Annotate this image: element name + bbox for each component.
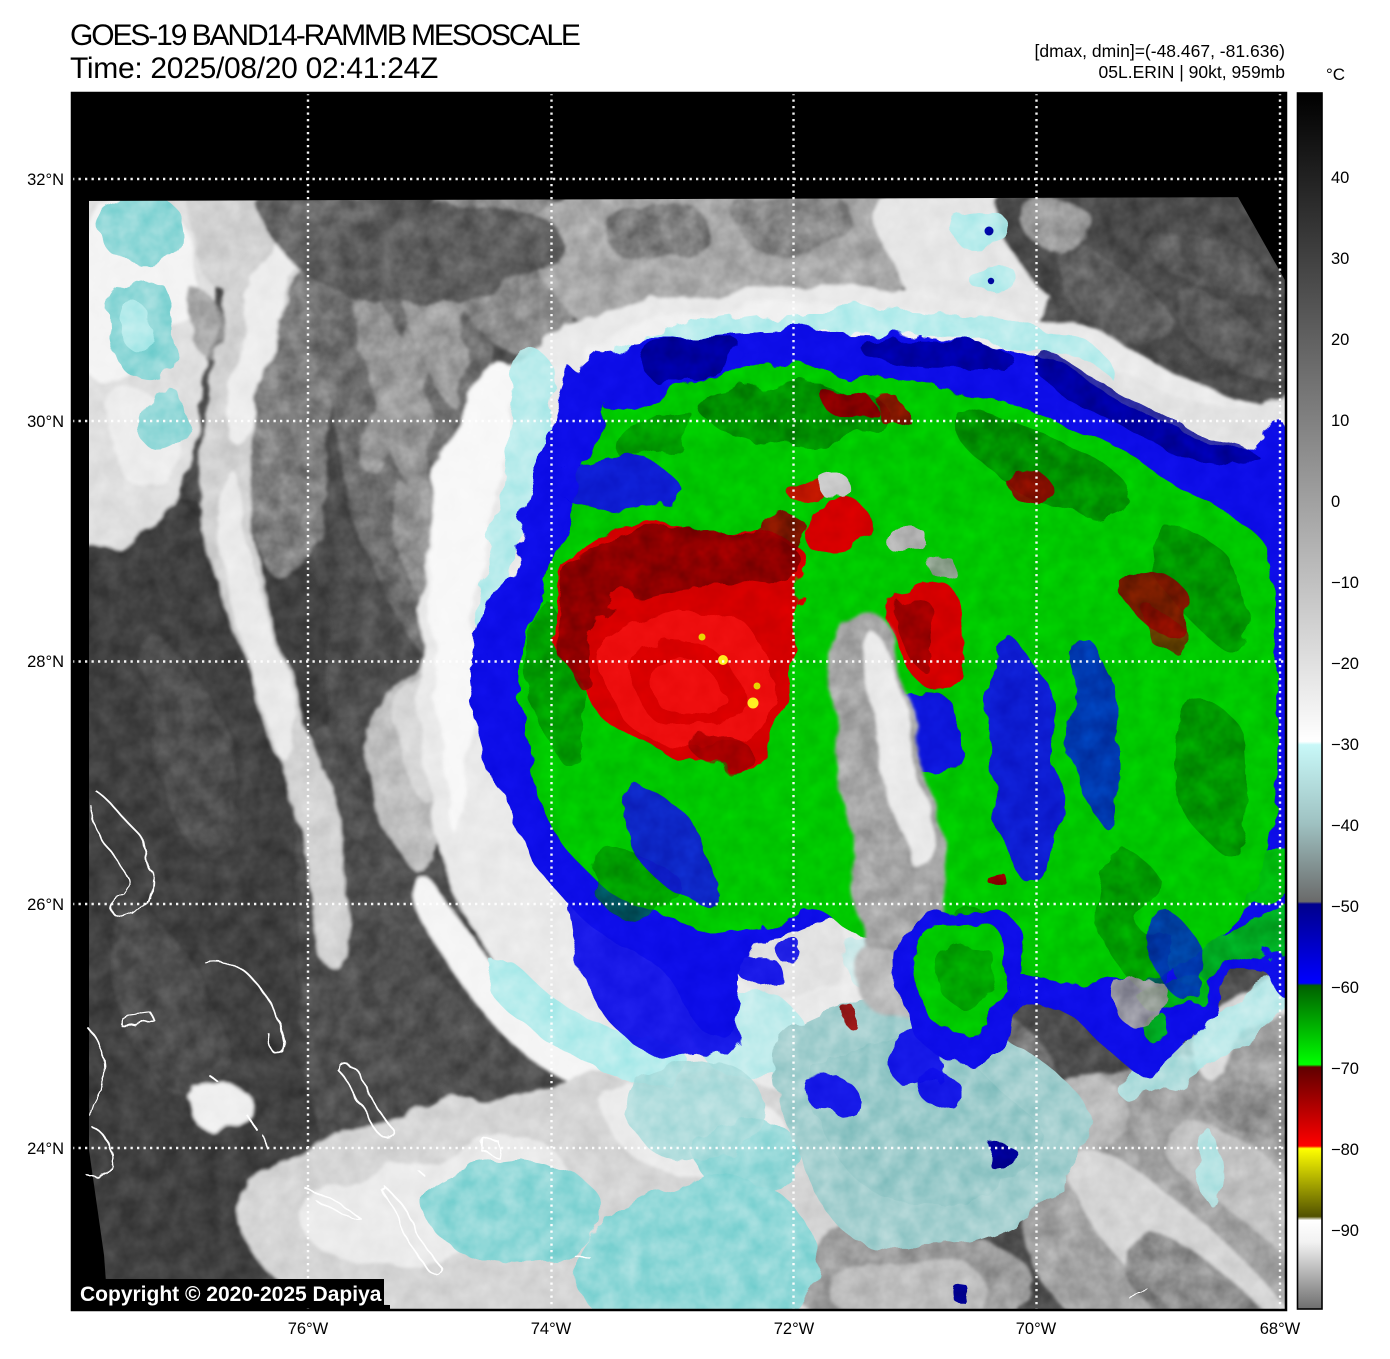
- svg-text:−80: −80: [1331, 1141, 1359, 1159]
- svg-text:70°W: 70°W: [1016, 1320, 1057, 1338]
- svg-text:[dmax, dmin]=(-48.467, -81.636: [dmax, dmin]=(-48.467, -81.636): [1035, 41, 1285, 61]
- svg-text:°C: °C: [1326, 65, 1345, 84]
- svg-text:74°W: 74°W: [531, 1320, 572, 1338]
- svg-text:GOES-19 BAND14-RAMMB MESOSCALE: GOES-19 BAND14-RAMMB MESOSCALE: [70, 19, 580, 52]
- svg-text:30°N: 30°N: [27, 413, 64, 431]
- svg-text:−50: −50: [1331, 898, 1359, 916]
- svg-text:30: 30: [1331, 250, 1349, 268]
- svg-text:−20: −20: [1331, 655, 1359, 673]
- svg-text:10: 10: [1331, 412, 1349, 430]
- svg-text:20: 20: [1331, 331, 1349, 349]
- svg-text:−70: −70: [1331, 1060, 1359, 1078]
- svg-text:28°N: 28°N: [27, 653, 64, 671]
- svg-text:−40: −40: [1331, 817, 1359, 835]
- svg-text:05L.ERIN | 90kt, 959mb: 05L.ERIN | 90kt, 959mb: [1099, 62, 1285, 82]
- svg-text:0: 0: [1331, 493, 1340, 511]
- svg-text:68°W: 68°W: [1260, 1320, 1301, 1338]
- svg-text:Copyright © 2020-2025 Dapiya: Copyright © 2020-2025 Dapiya: [80, 1283, 382, 1306]
- svg-text:72°W: 72°W: [774, 1320, 815, 1338]
- svg-text:−60: −60: [1331, 979, 1359, 997]
- svg-text:−30: −30: [1331, 736, 1359, 754]
- svg-text:24°N: 24°N: [27, 1140, 64, 1158]
- svg-text:Time: 2025/08/20 02:41:24Z: Time: 2025/08/20 02:41:24Z: [70, 52, 438, 85]
- svg-text:40: 40: [1331, 169, 1349, 187]
- svg-text:32°N: 32°N: [27, 171, 64, 189]
- svg-text:−10: −10: [1331, 574, 1359, 592]
- svg-text:76°W: 76°W: [288, 1320, 329, 1338]
- svg-text:−90: −90: [1331, 1222, 1359, 1240]
- svg-text:26°N: 26°N: [27, 896, 64, 914]
